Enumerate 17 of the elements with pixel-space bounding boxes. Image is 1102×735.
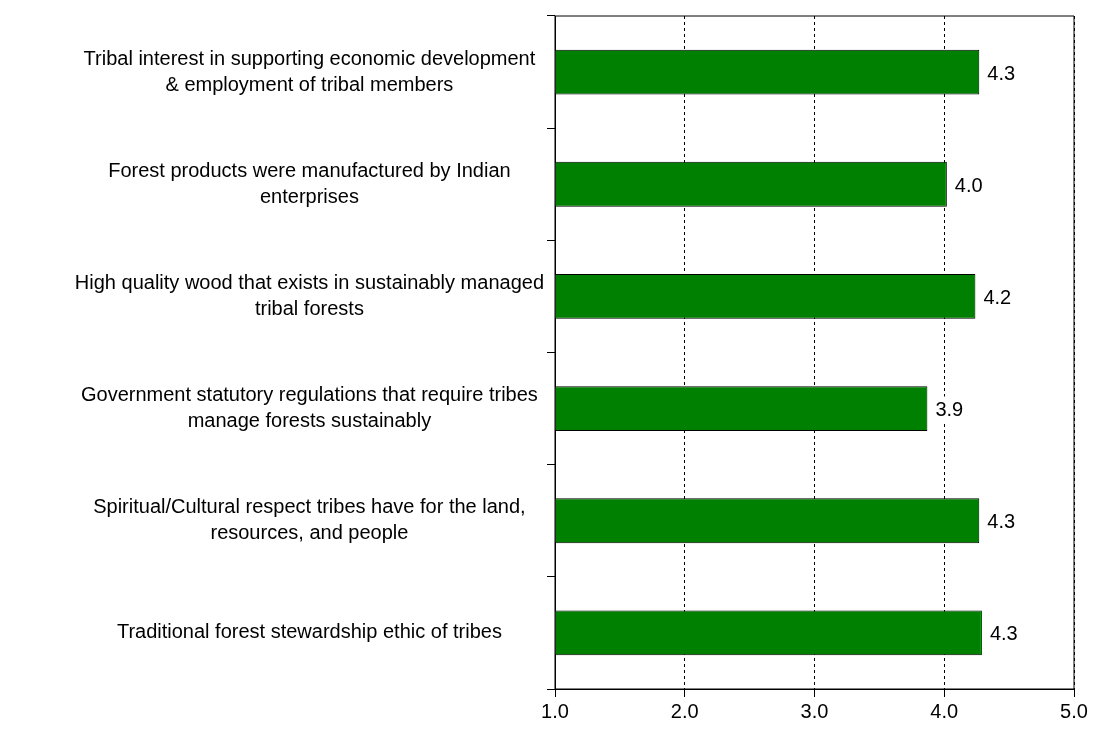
- x-tick-label: 2.0: [670, 699, 699, 722]
- x-tick-label: 3.0: [800, 699, 829, 722]
- data-label: 3.9: [935, 398, 964, 421]
- data-label: 4.2: [983, 285, 1012, 308]
- data-label: 4.3: [987, 61, 1016, 84]
- x-tick-label: 5.0: [1060, 699, 1088, 722]
- y-tick-label: Government statutory regulations that require tribes manage forests sustainably: [80, 383, 538, 432]
- y-tick-label: Traditional forest stewardship ethic of tribes: [116, 620, 502, 643]
- data-label: 4.0: [954, 173, 983, 196]
- data-label: 4.3: [989, 622, 1018, 645]
- y-tick-label: Forest products were manufactured by Indian enterprises: [108, 158, 511, 207]
- y-tick-label: High quality wood that exists in sustainably managed tribal forests: [74, 270, 545, 319]
- y-tick-label: Tribal interest in supporting economic development & employment of tribal members: [83, 46, 536, 95]
- data-label: 4.3: [987, 510, 1016, 533]
- x-tick-label: 1.0: [541, 699, 569, 722]
- y-tick-label: Spiritual/Cultural respect tribes have for the land, resources, and people: [93, 495, 526, 544]
- x-tick-label: 4.0: [930, 699, 959, 722]
